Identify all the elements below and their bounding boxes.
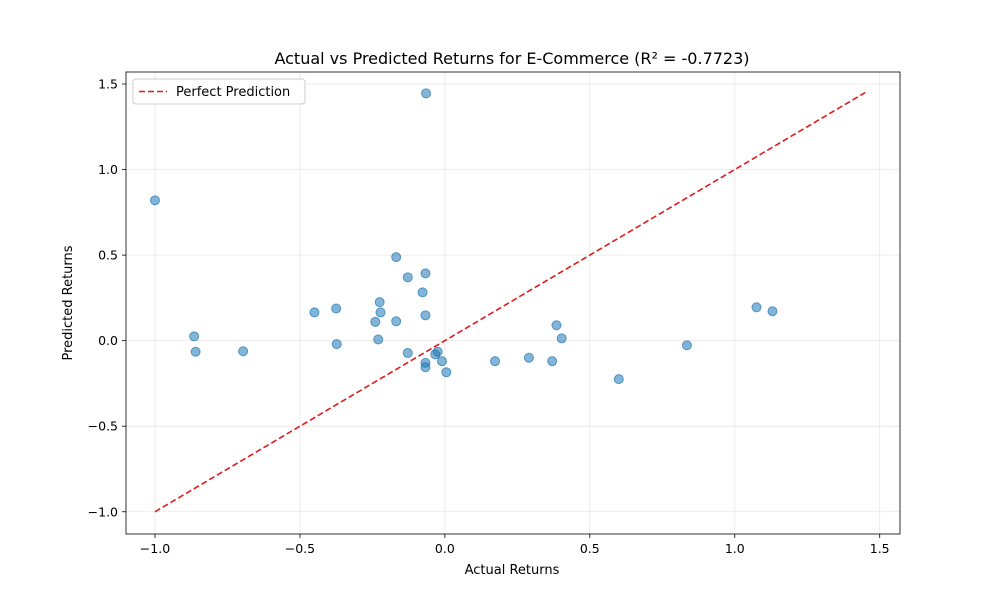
x-tick-label: 0.0 [435,541,455,556]
y-tick-label: 0.5 [98,248,118,263]
grid-lines [126,72,900,534]
scatter-point [551,320,562,331]
scatter-point [238,346,249,357]
scatter-point [373,334,384,345]
y-tick-label: 1.5 [98,76,118,91]
scatter-point [189,331,200,342]
scatter-point [441,367,452,378]
scatter-point [402,272,413,283]
scatter-point [402,347,413,358]
y-axis-ticks: −1.0 −0.5 0.0 0.5 1.0 1.5 [88,76,126,519]
scatter-point [190,346,201,357]
plot-frame [125,71,901,535]
scatter-point [681,340,692,351]
scatter-point [421,88,432,99]
scatter-point [751,302,762,313]
x-axis-label: Actual Returns [465,563,560,578]
x-axis-ticks: −1.0 −0.5 0.0 0.5 1.0 1.5 [140,534,890,556]
scatter-point [436,356,447,367]
x-tick-label: −0.5 [285,541,315,556]
x-tick-label: 0.5 [580,541,600,556]
legend-label: Perfect Prediction [176,85,290,100]
scatter-point [432,346,443,357]
scatter-point [149,195,160,206]
y-tick-label: −0.5 [88,419,118,434]
perfect-prediction-line [154,91,866,513]
scatter-point [309,307,320,318]
scatter-point [547,356,558,367]
legend-box [132,78,306,105]
scatter-point [767,306,778,317]
scatter-point [391,252,402,263]
scatter-point [420,362,431,373]
reference-line-group [154,91,866,513]
scatter-point [420,310,431,321]
scatter-point [420,268,431,279]
scatter-point [370,316,381,327]
scatter-point [331,339,342,350]
scatter-point [556,333,567,344]
scatter-point [375,307,386,318]
x-tick-label: 1.0 [725,541,745,556]
y-tick-label: −1.0 [88,504,118,519]
y-tick-label: 0.0 [98,333,118,348]
x-tick-label: 1.5 [870,541,890,556]
scatter-point [374,297,385,308]
y-tick-label: 1.0 [98,162,118,177]
data-points [149,88,778,385]
scatter-point [391,316,402,327]
scatter-point [331,303,342,314]
scatter-point [523,352,534,363]
chart-title: Actual vs Predicted Returns for E-Commer… [274,49,749,68]
legend: Perfect Prediction [132,78,306,105]
scatter-point [613,374,624,385]
scatter-point [490,356,501,367]
x-tick-label: −1.0 [140,541,170,556]
scatter-point [417,287,428,298]
y-axis-label: Predicted Returns [61,245,76,360]
